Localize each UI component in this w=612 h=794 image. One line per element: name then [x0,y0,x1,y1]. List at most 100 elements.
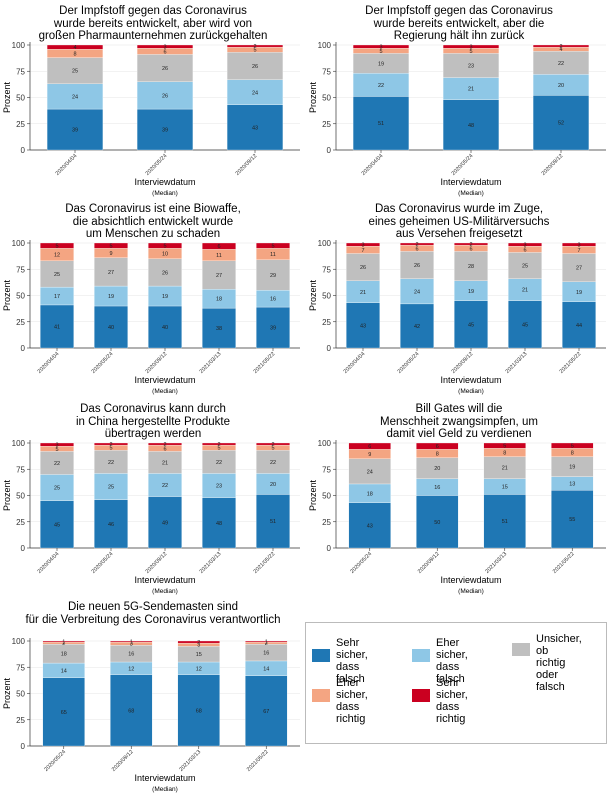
x-tick-label: 2020/05/24 [91,551,115,575]
data-label: 2 [265,641,268,647]
bar-segment-sehr-falsch [110,674,153,747]
data-label: 6 [163,446,166,452]
data-label: 4 [559,47,562,53]
x-tick-label: 2021/05/22 [552,551,576,575]
bar-segment-sehr-falsch [352,96,410,151]
legend: Sehr sicher, dass falsch Eher sicher, da… [305,622,607,744]
bar-segment-eher-falsch [94,473,128,500]
data-label: 3 [163,45,166,51]
data-label: 23 [468,63,474,69]
bar-segment-sehr-richtig [256,442,290,446]
x-axis-sublabel: (Median) [458,388,484,395]
bar-segment-eher-falsch [202,473,236,498]
bar-segment-unsicher [442,53,500,78]
data-label: 26 [414,263,420,269]
chart-panel-biowaffe: Das Coronavirus ist eine Biowaffe, die a… [0,198,306,398]
data-label: 67 [263,709,269,715]
legend-swatch-sehr-richtig [412,689,430,702]
data-label: 2 [253,44,256,50]
data-label: 15 [196,652,202,658]
bar-segment-sehr-richtig [442,44,500,49]
data-label: 50 [434,520,440,526]
y-axis-label: Prozent [308,81,318,113]
y-tick-label: 25 [322,318,331,327]
data-label: 24 [367,469,373,475]
bar-segment-eher-falsch [136,81,194,110]
data-label: 23 [216,484,222,490]
data-label: 19 [162,294,168,300]
y-tick-label: 0 [327,146,332,155]
data-label: 2 [469,242,472,248]
bar-segment-sehr-falsch [562,301,596,349]
data-label: 26 [252,64,258,70]
data-label: 7 [577,248,580,254]
data-label: 8 [436,452,439,458]
data-label: 27 [576,266,582,272]
data-label: 5 [379,49,382,55]
bar-segment-unsicher [400,251,434,279]
y-tick-label: 50 [322,492,331,501]
x-axis-sublabel: (Median) [458,588,484,595]
bar-segment-sehr-falsch [177,674,220,747]
data-label: 21 [522,288,528,294]
x-axis-sublabel: (Median) [152,190,178,197]
x-tick-label: 2021/03/13 [199,351,223,375]
y-tick-label: 100 [12,41,26,50]
data-label: 25 [54,272,60,278]
bar-segment-sehr-richtig [245,640,288,643]
data-label: 16 [270,297,276,303]
data-label: 2 [109,442,112,448]
x-tick-label: 2020/09/12 [145,551,169,575]
x-axis-sublabel: (Median) [458,190,484,197]
data-label: 25 [522,264,528,270]
data-label: 5 [55,447,58,453]
data-label: 18 [61,652,67,658]
x-axis-label: Interviewdatum [134,773,195,783]
x-tick-label: 2021/03/13 [484,551,508,575]
data-label: 11 [270,252,276,258]
data-label: 5 [217,446,220,452]
bar-segment-unsicher [226,52,284,80]
data-label: 68 [196,708,202,714]
x-tick-label: 2020/05/24 [145,153,169,177]
data-label: 16 [263,651,269,657]
data-label: 1 [62,640,65,646]
y-tick-label: 25 [16,318,25,327]
data-label: 55 [569,517,575,523]
x-tick-label: 2020/04/04 [361,153,385,177]
bar-segment-sehr-richtig [352,44,410,49]
legend-label-unsicher: Unsicher, ob richtig oder falsch [536,633,582,693]
data-label: 25 [54,486,60,492]
y-tick-label: 50 [322,94,331,103]
data-label: 11 [216,253,222,259]
data-label: 13 [569,481,575,487]
x-tick-label: 2020/04/04 [343,351,367,375]
data-label: 6 [163,49,166,55]
y-tick-label: 100 [318,439,332,448]
y-tick-label: 0 [21,742,26,751]
bar-segment-sehr-richtig [110,640,153,643]
data-label: 5 [503,444,506,450]
bar-segment-unsicher [562,253,596,283]
data-label: 3 [577,243,580,249]
y-tick-label: 50 [16,690,25,699]
data-label: 20 [434,466,440,472]
data-label: 5 [109,446,112,452]
data-label: 14 [61,668,67,674]
x-tick-label: 2020/05/24 [43,749,67,773]
data-label: 49 [162,520,168,526]
y-tick-label: 25 [16,716,25,725]
bar-segment-sehr-richtig [94,442,128,446]
x-tick-label: 2020/05/24 [349,551,373,575]
data-label: 21 [360,290,366,296]
x-axis-label: Interviewdatum [440,375,501,385]
legend-swatch-eher-richtig [312,689,330,702]
bar-segment-sehr-richtig [454,242,488,246]
legend-label-sehr-richtig: Sehr sicher, dass richtig [436,677,468,725]
data-label: 48 [468,123,474,129]
x-axis-label: Interviewdatum [134,375,195,385]
data-label: 22 [108,460,114,466]
data-label: 3 [379,45,382,51]
bar-segment-sehr-richtig [346,242,380,247]
data-label: 14 [263,666,269,672]
